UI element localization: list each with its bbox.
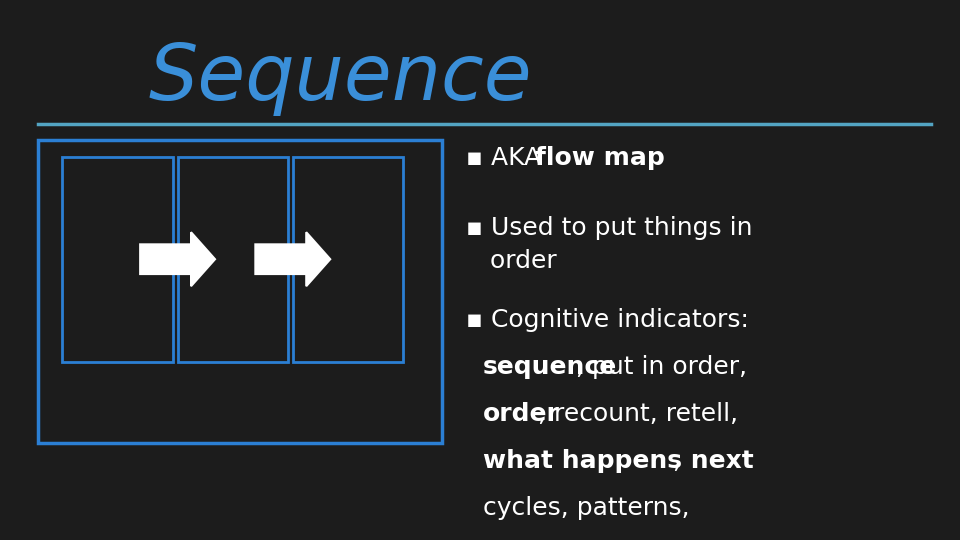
Text: order: order: [483, 402, 560, 426]
Bar: [178, 157, 288, 362]
Text: , recount, retell,: , recount, retell,: [538, 402, 737, 426]
Text: cycles, patterns,: cycles, patterns,: [483, 496, 689, 519]
Polygon shape: [255, 232, 330, 286]
Text: ,: ,: [672, 449, 680, 472]
Text: ▪ AKA: ▪ AKA: [466, 146, 549, 170]
Text: ▪ Used to put things in
   order: ▪ Used to put things in order: [466, 216, 752, 273]
Text: what happens next: what happens next: [483, 449, 754, 472]
Text: , put in order,: , put in order,: [576, 355, 747, 379]
Bar: [38, 140, 442, 443]
Bar: [293, 157, 403, 362]
Text: Sequence: Sequence: [149, 40, 533, 116]
Polygon shape: [140, 232, 215, 286]
Bar: [62, 157, 173, 362]
Text: sequence: sequence: [483, 355, 617, 379]
Text: ▪ Cognitive indicators:: ▪ Cognitive indicators:: [466, 308, 749, 332]
Text: flow map: flow map: [535, 146, 664, 170]
